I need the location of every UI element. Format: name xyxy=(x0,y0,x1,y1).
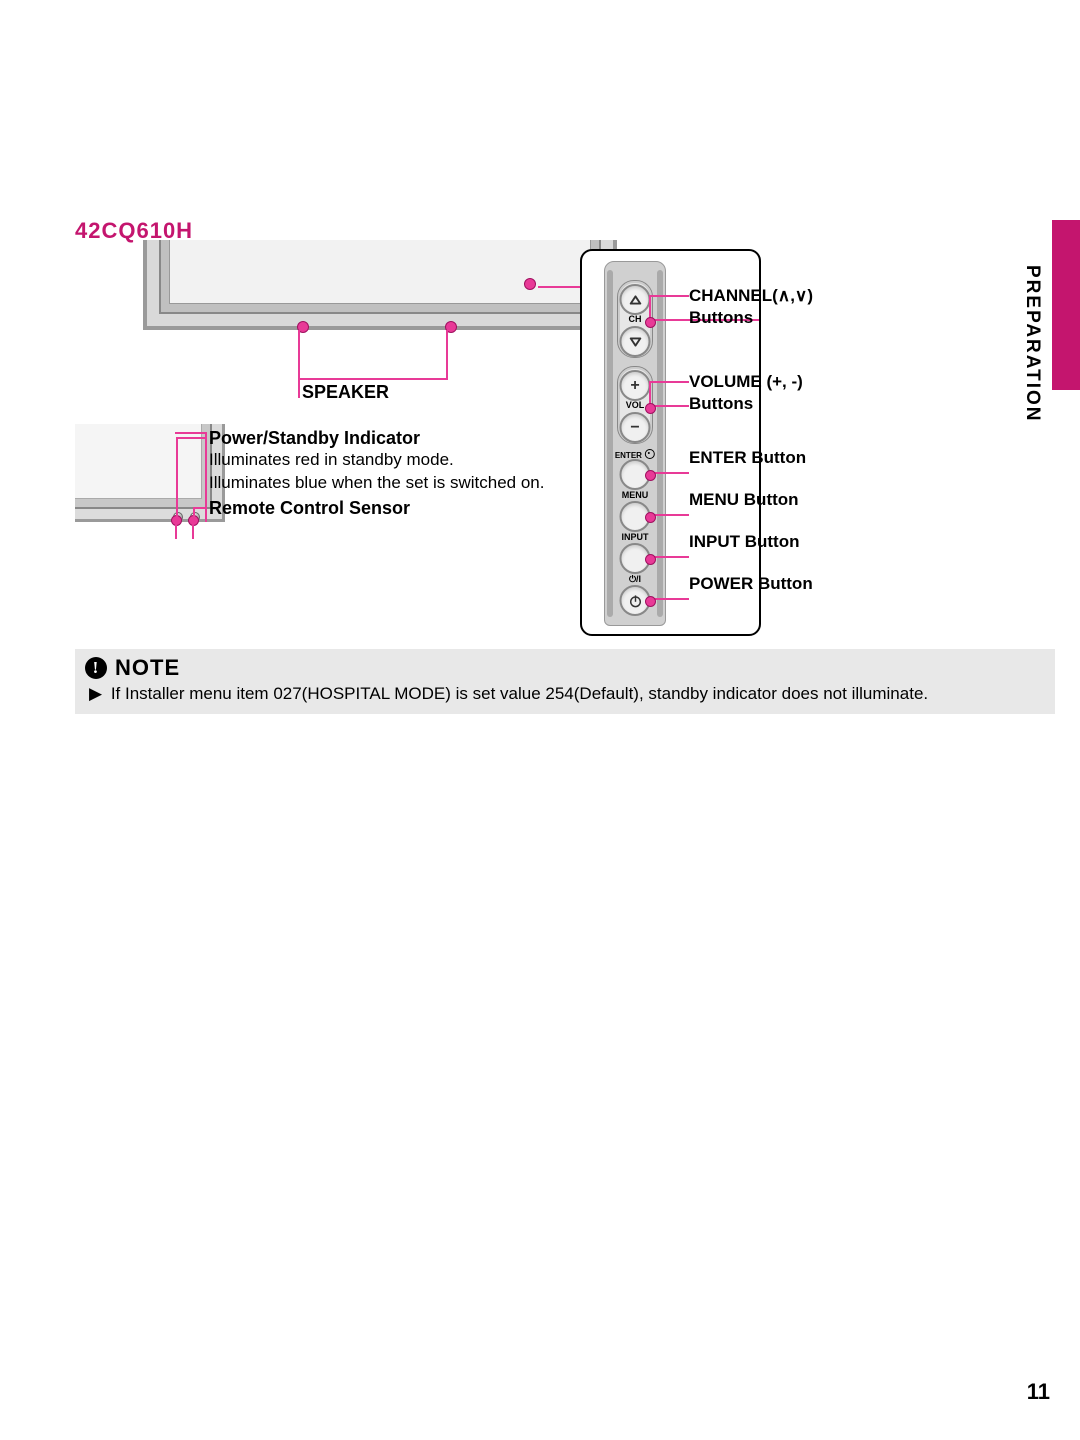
callout-line xyxy=(298,378,300,398)
callout-line xyxy=(649,295,689,297)
note-heading-text: NOTE xyxy=(115,655,180,681)
channel-up-button[interactable] xyxy=(620,284,651,315)
vol-label: VOL xyxy=(626,400,645,410)
power-standby-title: Power/Standby Indicator xyxy=(209,428,544,449)
power-glyph-label: ⏻/I xyxy=(629,574,641,585)
menu-button-label: MENU Button xyxy=(689,489,799,511)
remote-sensor-label: Remote Control Sensor xyxy=(209,498,410,519)
power-callout-dot xyxy=(645,596,656,607)
input-label: INPUT xyxy=(622,532,649,542)
menu-callout-dot xyxy=(645,512,656,523)
input-button-label: INPUT Button xyxy=(689,531,799,553)
speaker-label: SPEAKER xyxy=(302,382,389,403)
ch-callout-dot xyxy=(645,317,656,328)
volume-label: VOLUME (+, -) Buttons xyxy=(689,371,803,415)
input-callout-dot xyxy=(645,554,656,565)
power-standby-line2: Illuminates blue when the set is switche… xyxy=(209,472,544,495)
note-box: ! NOTE ▶ If Installer menu item 027(HOSP… xyxy=(75,649,1055,714)
callout-line xyxy=(193,507,207,509)
callout-line xyxy=(176,437,178,519)
section-name: PREPARATION xyxy=(1021,265,1043,422)
power-button-label: POWER Button xyxy=(689,573,813,595)
page-number: 11 xyxy=(1027,1379,1050,1405)
manual-page: PREPARATION 42CQ610H SPEAKER Power/Stand… xyxy=(75,0,1035,1440)
enter-button-label: ENTER Button xyxy=(689,447,806,469)
vol-callout-dot xyxy=(645,403,656,414)
volume-up-button[interactable]: + xyxy=(620,370,651,401)
info-icon: ! xyxy=(85,657,107,679)
callout-line xyxy=(298,378,448,380)
callout-line xyxy=(176,437,206,439)
power-standby-line1: Illuminates red in standby mode. xyxy=(209,449,544,472)
ch-label: CH xyxy=(629,314,642,324)
bullet-arrow-icon: ▶ xyxy=(89,684,102,703)
callout-line xyxy=(192,519,194,539)
note-text: If Installer menu item 027(HOSPITAL MODE… xyxy=(111,684,928,703)
enter-callout-dot xyxy=(645,470,656,481)
callout-line xyxy=(446,330,448,378)
power-standby-callout: Power/Standby Indicator Illuminates red … xyxy=(209,428,544,495)
volume-down-button[interactable]: − xyxy=(620,412,651,443)
button-strip: CH + VOL − ENTER MENU INPUT xyxy=(604,261,666,626)
note-body: ▶ If Installer menu item 027(HOSPITAL MO… xyxy=(85,684,1045,704)
panel-connector-marker xyxy=(524,278,536,290)
tv-front-diagram xyxy=(143,240,617,330)
section-tab-bar xyxy=(1052,220,1080,390)
channel-label: CHANNEL(∧,∨) Buttons xyxy=(689,285,813,329)
callout-line xyxy=(175,432,207,434)
callout-line xyxy=(175,519,177,539)
callout-line xyxy=(649,381,689,383)
channel-down-button[interactable] xyxy=(620,326,651,357)
callout-line xyxy=(298,330,300,378)
menu-label: MENU xyxy=(622,490,649,500)
note-heading: ! NOTE xyxy=(85,655,1045,681)
